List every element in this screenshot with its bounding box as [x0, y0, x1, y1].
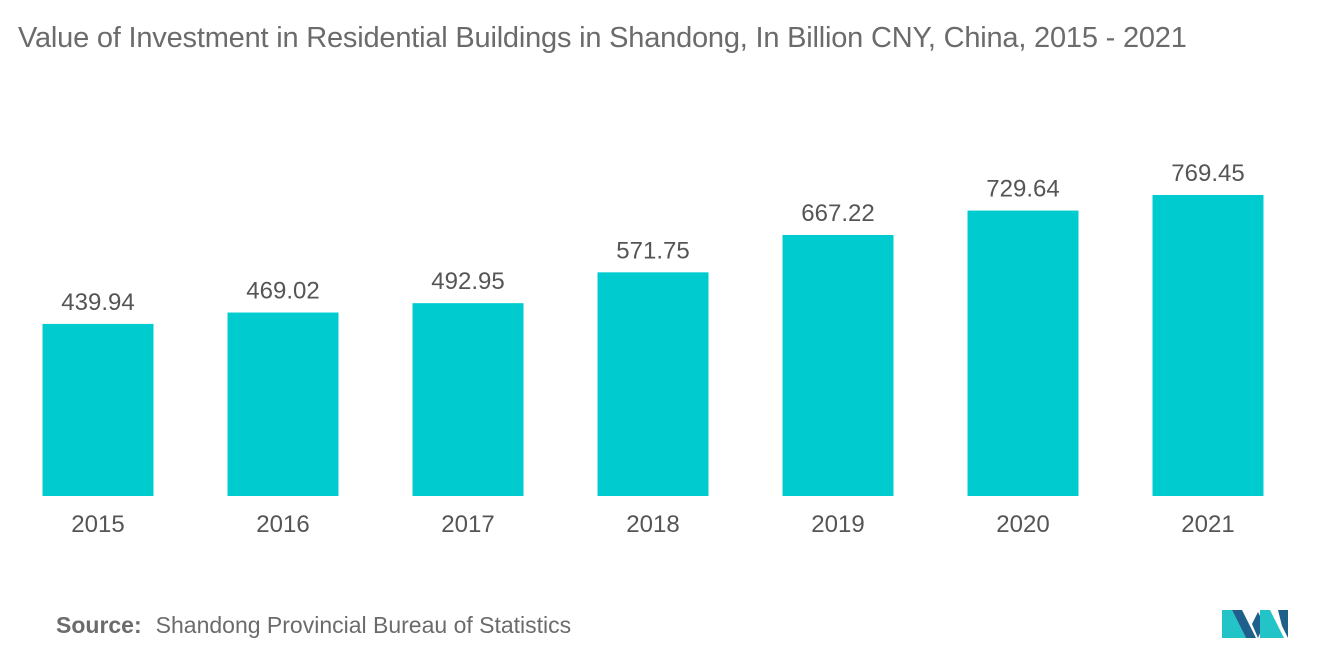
- data-label-2019: 667.22: [801, 200, 874, 227]
- x-tick-label-2018: 2018: [626, 511, 679, 538]
- data-label-2020: 729.64: [986, 176, 1059, 203]
- bar-2019: [782, 234, 894, 496]
- data-label-2015: 439.94: [61, 289, 134, 316]
- source-label: Source:: [56, 612, 142, 638]
- bar-2021: [1152, 195, 1264, 496]
- x-tick-label-2016: 2016: [256, 511, 309, 538]
- data-label-2021: 769.45: [1171, 160, 1244, 187]
- x-tick-label-2019: 2019: [811, 511, 864, 538]
- mordor-intelligence-logo-icon: [1222, 610, 1288, 638]
- bar-2020: [967, 210, 1079, 496]
- bar-chart: 439.94 2015 469.02 2016 492.95 2017 571.75 2018…: [42, 160, 1264, 538]
- x-tick-label-2017: 2017: [441, 511, 494, 538]
- bar-2015: [42, 323, 154, 496]
- source-note: Source: Shandong Provincial Bureau of Sta…: [56, 612, 571, 639]
- data-label-2016: 469.02: [246, 278, 319, 305]
- bar-2016: [227, 312, 339, 496]
- data-label-2018: 571.75: [616, 237, 689, 264]
- data-label-2017: 492.95: [431, 268, 504, 295]
- bar-2018: [597, 272, 709, 496]
- bar-2017: [412, 303, 524, 496]
- chart-title: Value of Investment in Residential Build…: [18, 22, 1187, 54]
- source-text: Shandong Provincial Bureau of Statistics: [155, 612, 572, 638]
- x-tick-label-2015: 2015: [71, 511, 124, 538]
- x-tick-label-2021: 2021: [1181, 511, 1234, 538]
- x-tick-label-2020: 2020: [996, 511, 1049, 538]
